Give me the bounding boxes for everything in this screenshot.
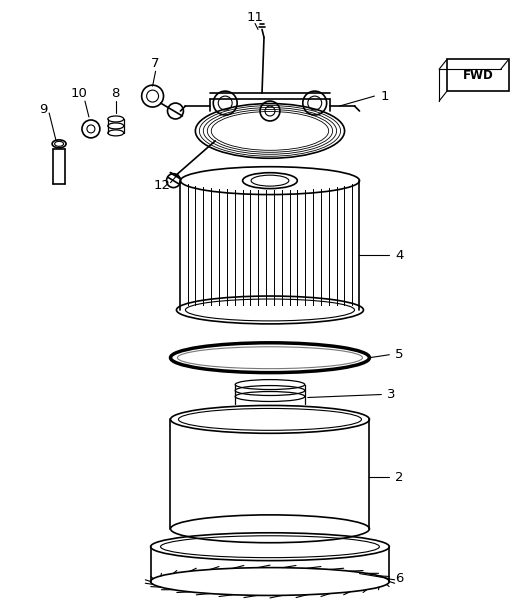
Text: 6: 6 <box>395 572 403 585</box>
Text: 9: 9 <box>39 102 48 116</box>
Text: 12: 12 <box>154 179 171 192</box>
Bar <box>447 59 508 91</box>
Text: 10: 10 <box>71 87 88 100</box>
Text: FWD: FWD <box>463 69 493 82</box>
Text: 5: 5 <box>395 348 403 361</box>
Text: 4: 4 <box>395 249 403 262</box>
Text: 2: 2 <box>395 471 403 483</box>
Text: 1: 1 <box>380 90 389 103</box>
Text: 7: 7 <box>152 57 160 70</box>
Text: 3: 3 <box>387 388 395 401</box>
Text: 8: 8 <box>111 87 120 100</box>
Text: 11: 11 <box>247 11 263 24</box>
